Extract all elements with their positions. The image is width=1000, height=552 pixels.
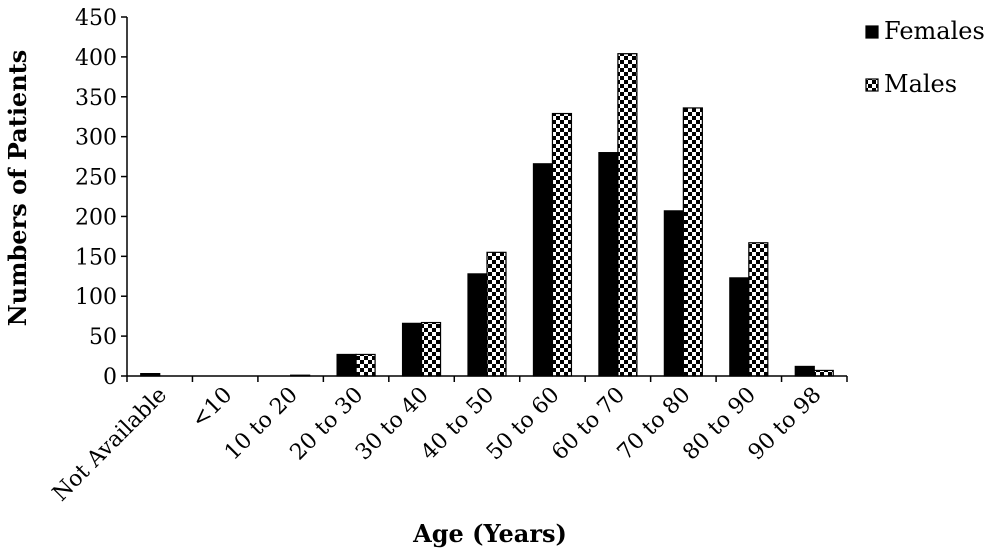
bar-males-3 bbox=[355, 353, 376, 377]
legend-label-males: Males bbox=[884, 70, 957, 98]
legend: Females Males bbox=[865, 17, 985, 98]
bar-females-7 bbox=[598, 152, 619, 377]
bar-males-8 bbox=[682, 107, 703, 377]
bar-males-9 bbox=[748, 242, 769, 377]
bar-females-8 bbox=[663, 210, 684, 377]
bar-females-10 bbox=[794, 365, 815, 377]
bar-males-6 bbox=[551, 112, 573, 377]
x-tick-label-10: 90 to 98 bbox=[744, 383, 827, 466]
y-tick-label-400: 400 bbox=[75, 46, 117, 71]
y-tick-label-0: 0 bbox=[103, 365, 117, 390]
y-axis-title: Numbers of Patients bbox=[3, 50, 32, 327]
axes-group bbox=[121, 16, 848, 382]
bar-females-6 bbox=[532, 163, 554, 377]
bar-males-5 bbox=[486, 251, 507, 377]
y-tick-label-300: 300 bbox=[75, 126, 117, 151]
y-tick-label-200: 200 bbox=[75, 205, 117, 230]
y-tick-label-50: 50 bbox=[89, 325, 117, 350]
legend-swatch-females bbox=[865, 25, 879, 39]
y-tick-label-150: 150 bbox=[75, 245, 117, 270]
bar-males-7 bbox=[617, 53, 638, 377]
tick-labels-group: 0 50 100 150 200 250 300 350 400 450 Not Available… bbox=[48, 6, 826, 506]
legend-label-females: Females bbox=[884, 17, 985, 45]
bar-males-10 bbox=[813, 369, 834, 377]
bar-males-4 bbox=[420, 321, 442, 377]
y-tick-label-350: 350 bbox=[75, 86, 117, 111]
y-tick-label-100: 100 bbox=[75, 285, 117, 310]
x-tick-label-0: Not Available bbox=[48, 383, 172, 507]
bar-females-5 bbox=[467, 273, 488, 377]
y-tick-label-250: 250 bbox=[75, 166, 117, 191]
y-tick-label-450: 450 bbox=[75, 6, 117, 31]
x-axis-title: Age (Years) bbox=[412, 519, 567, 548]
bar-females-4 bbox=[401, 322, 423, 377]
bars-group bbox=[140, 53, 834, 377]
bar-females-9 bbox=[729, 277, 750, 377]
x-tick-label-1: <10 bbox=[187, 383, 238, 434]
bar-females-3 bbox=[336, 353, 357, 377]
legend-swatch-males bbox=[865, 78, 879, 92]
